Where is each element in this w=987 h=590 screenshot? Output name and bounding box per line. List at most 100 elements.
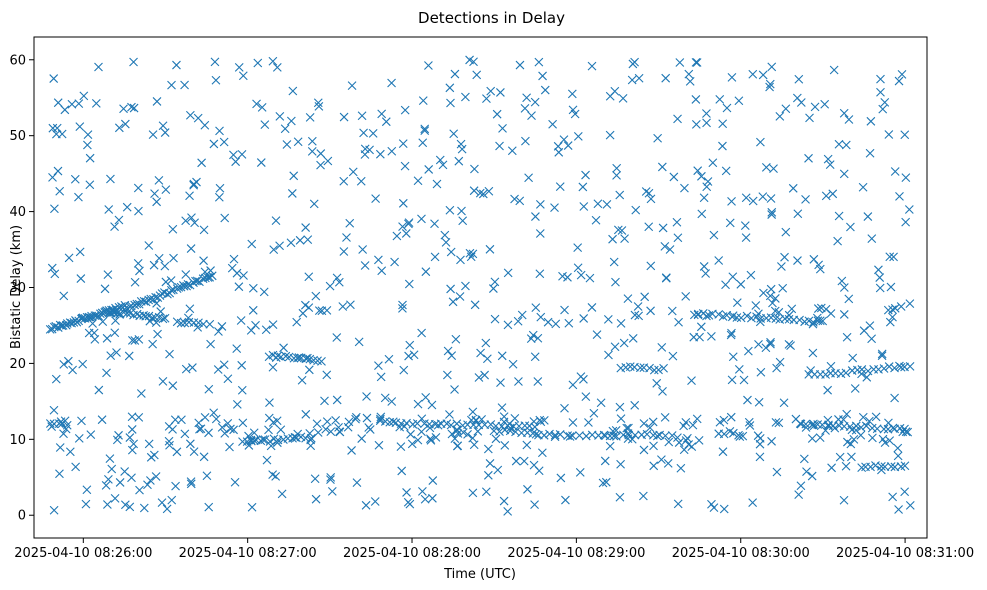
detection-point: [726, 330, 736, 340]
detection-point: [114, 123, 124, 133]
detection-point: [493, 465, 503, 475]
detection-point: [181, 364, 191, 374]
detection-point: [456, 255, 465, 265]
detection-point: [119, 104, 128, 114]
detection-point: [186, 244, 196, 253]
detection-point: [622, 423, 632, 433]
detection-point: [428, 476, 438, 485]
detection-point: [260, 120, 270, 130]
detection-point: [110, 493, 120, 503]
detection-point: [702, 118, 711, 128]
detection-point: [576, 270, 586, 280]
detection-point: [229, 254, 239, 264]
detection-point: [227, 263, 237, 273]
detection-point: [482, 94, 491, 104]
detection-point: [154, 175, 164, 185]
detection-point: [120, 467, 130, 476]
detection-point: [470, 164, 479, 174]
detection-point: [174, 282, 184, 292]
detection-point: [311, 494, 321, 504]
detection-point: [110, 222, 119, 232]
detection-point: [896, 302, 906, 311]
detection-point: [758, 192, 768, 202]
detection-point: [229, 150, 238, 160]
detection-point: [57, 129, 67, 139]
detection-point: [587, 61, 597, 71]
detection-point: [375, 149, 385, 159]
detection-point: [581, 170, 590, 180]
detection-point: [848, 353, 858, 363]
detection-point: [558, 271, 567, 281]
detection-point: [579, 314, 589, 323]
detection-point: [482, 354, 492, 364]
detection-point: [664, 437, 674, 447]
detection-point: [587, 303, 597, 312]
detection-point: [68, 365, 77, 375]
detection-point: [360, 144, 370, 154]
detection-point: [688, 420, 698, 430]
detection-point: [598, 478, 608, 488]
detection-point: [743, 395, 752, 405]
detection-point: [623, 294, 633, 304]
detection-point: [563, 141, 573, 150]
detection-point: [288, 433, 297, 443]
x-axis-ticks: 2025-04-10 08:26:00 2025-04-10 08:27:00 20…: [14, 538, 974, 561]
detection-point: [387, 397, 397, 406]
detection-point: [746, 313, 756, 323]
detection-point: [841, 461, 851, 471]
detection-point: [472, 70, 482, 80]
detection-point: [176, 318, 186, 328]
x-tick-label: 2025-04-10 08:31:00: [836, 546, 974, 561]
detection-point: [859, 326, 869, 336]
detection-point: [114, 215, 124, 225]
detection-point: [780, 252, 789, 262]
detection-point: [905, 500, 915, 510]
detection-point: [667, 431, 677, 440]
detection-point: [625, 362, 635, 372]
detection-point: [156, 307, 166, 316]
detection-point: [616, 318, 626, 328]
detection-point: [748, 196, 758, 206]
detection-point: [901, 173, 911, 182]
detection-point: [834, 139, 844, 149]
detection-point: [692, 414, 702, 424]
detection-point: [842, 409, 852, 419]
detection-point: [888, 305, 897, 315]
detection-point: [611, 277, 620, 287]
detection-point: [627, 75, 637, 85]
detection-point: [190, 218, 200, 228]
detection-point: [839, 108, 849, 118]
detection-point: [345, 218, 355, 228]
detection-point: [124, 351, 134, 361]
detection-point: [198, 319, 208, 329]
detection-point: [505, 426, 515, 436]
detection-point: [846, 222, 855, 232]
detection-point: [741, 233, 751, 243]
detection-point: [555, 430, 565, 439]
detection-point: [344, 417, 354, 427]
detection-point: [405, 499, 415, 509]
detection-point: [475, 188, 485, 198]
detection-point: [295, 235, 305, 245]
detection-point: [490, 314, 500, 324]
detection-point: [358, 245, 368, 254]
detection-point: [536, 312, 546, 322]
detection-point: [709, 230, 719, 240]
detection-point: [505, 423, 515, 433]
detection-point: [132, 299, 142, 309]
detection-point: [767, 210, 777, 219]
detection-point: [468, 433, 478, 443]
detection-point: [125, 433, 135, 442]
detection-point: [500, 425, 510, 435]
detection-point: [612, 163, 622, 173]
detection-point: [883, 305, 893, 315]
detection-point: [468, 407, 478, 417]
detection-point: [223, 419, 233, 428]
detection-point: [150, 189, 159, 199]
detection-point: [59, 360, 69, 369]
detection-point: [236, 316, 246, 325]
detection-point: [108, 307, 118, 317]
detection-point: [144, 241, 154, 250]
detection-point: [200, 120, 210, 130]
detection-point: [646, 261, 656, 271]
